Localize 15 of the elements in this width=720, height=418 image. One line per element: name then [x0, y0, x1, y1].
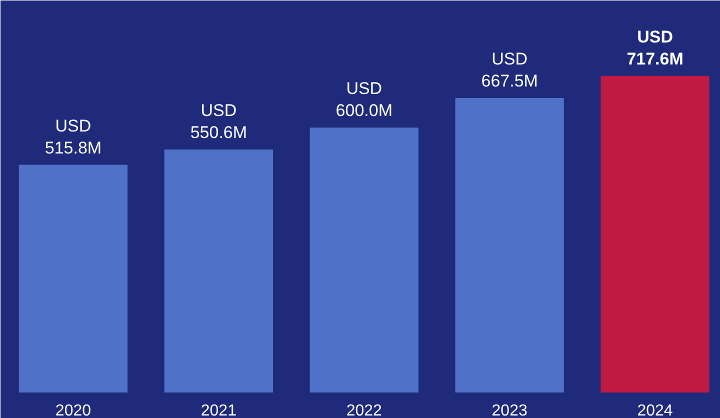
bar [164, 149, 273, 392]
bar [18, 164, 128, 392]
data-label: USD 600.0M [336, 79, 392, 120]
data-label: USD 667.5M [481, 49, 538, 90]
x-tick-label: 2020 [55, 402, 92, 418]
x-tick-label: 2021 [200, 402, 237, 418]
data-label: USD 717.6M [626, 27, 684, 68]
bar [600, 76, 710, 392]
x-tick-label: 2024 [637, 402, 673, 418]
data-label: USD 515.8M [44, 116, 102, 158]
bar [455, 98, 564, 392]
x-tick-label: 2023 [492, 402, 528, 418]
data-label: USD 550.6M [190, 100, 248, 142]
x-tick-label: 2022 [346, 402, 382, 418]
bar [310, 128, 418, 392]
